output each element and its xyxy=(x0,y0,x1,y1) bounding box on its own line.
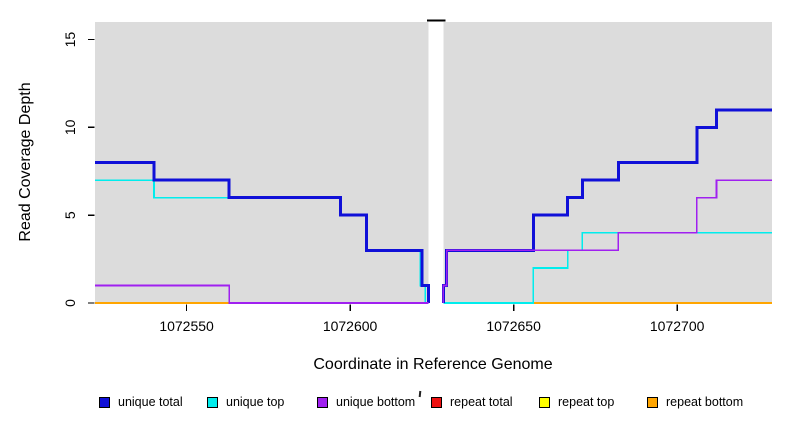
legend-label: unique total xyxy=(118,395,183,409)
y-axis-tick-label: 15 xyxy=(62,32,78,48)
x-axis-tick-label: 1072600 xyxy=(323,318,378,334)
plot-background-right xyxy=(443,22,772,303)
series-unique-top xyxy=(443,231,772,304)
y-axis-tick-label: 10 xyxy=(62,119,78,135)
series-unique-bottom xyxy=(442,179,772,303)
stray-tick-mark xyxy=(418,390,422,398)
x-axis-title: Coordinate in Reference Genome xyxy=(313,356,553,373)
x-axis-tick-label: 1072700 xyxy=(650,318,705,334)
gap-marker-bar xyxy=(427,19,446,22)
legend-item-repeat-top: repeat top xyxy=(539,395,615,409)
legend-swatch-repeat-bottom xyxy=(647,397,658,408)
legend-label: unique top xyxy=(226,395,285,409)
legend-item-unique-bottom: unique bottom xyxy=(317,395,416,409)
legend-item-repeat-bottom: repeat bottom xyxy=(647,395,744,409)
y-axis-tick-label: 5 xyxy=(62,211,78,219)
series-unique-total xyxy=(95,161,431,303)
legend-label: unique bottom xyxy=(336,395,416,409)
legend-swatch-unique-total xyxy=(99,397,110,408)
legend-swatch-unique-bottom xyxy=(317,397,328,408)
legend-item-repeat-total: repeat total xyxy=(431,395,513,409)
x-axis-tick-label: 1072550 xyxy=(159,318,214,334)
legend-item-unique-total: unique total xyxy=(99,395,183,409)
y-axis-title: Read Coverage Depth xyxy=(17,82,34,242)
series-unique-bottom xyxy=(95,284,429,304)
legend-label: repeat top xyxy=(558,395,615,409)
legend-label: repeat total xyxy=(450,395,513,409)
legend-swatch-repeat-top xyxy=(539,397,550,408)
plot-area: 1072550 1072600 1072650 1072700 0 5 10 15 xyxy=(62,19,772,334)
legend-label: repeat bottom xyxy=(666,395,744,409)
x-axis-tick-label: 1072650 xyxy=(486,318,541,334)
y-axis-tick-label: 0 xyxy=(62,299,78,307)
legend-item-unique-top: unique top xyxy=(207,395,285,409)
legend-swatch-repeat-total xyxy=(431,397,442,408)
legend-swatch-unique-top xyxy=(207,397,218,408)
legend: unique total unique top unique bottom repea… xyxy=(0,390,792,411)
